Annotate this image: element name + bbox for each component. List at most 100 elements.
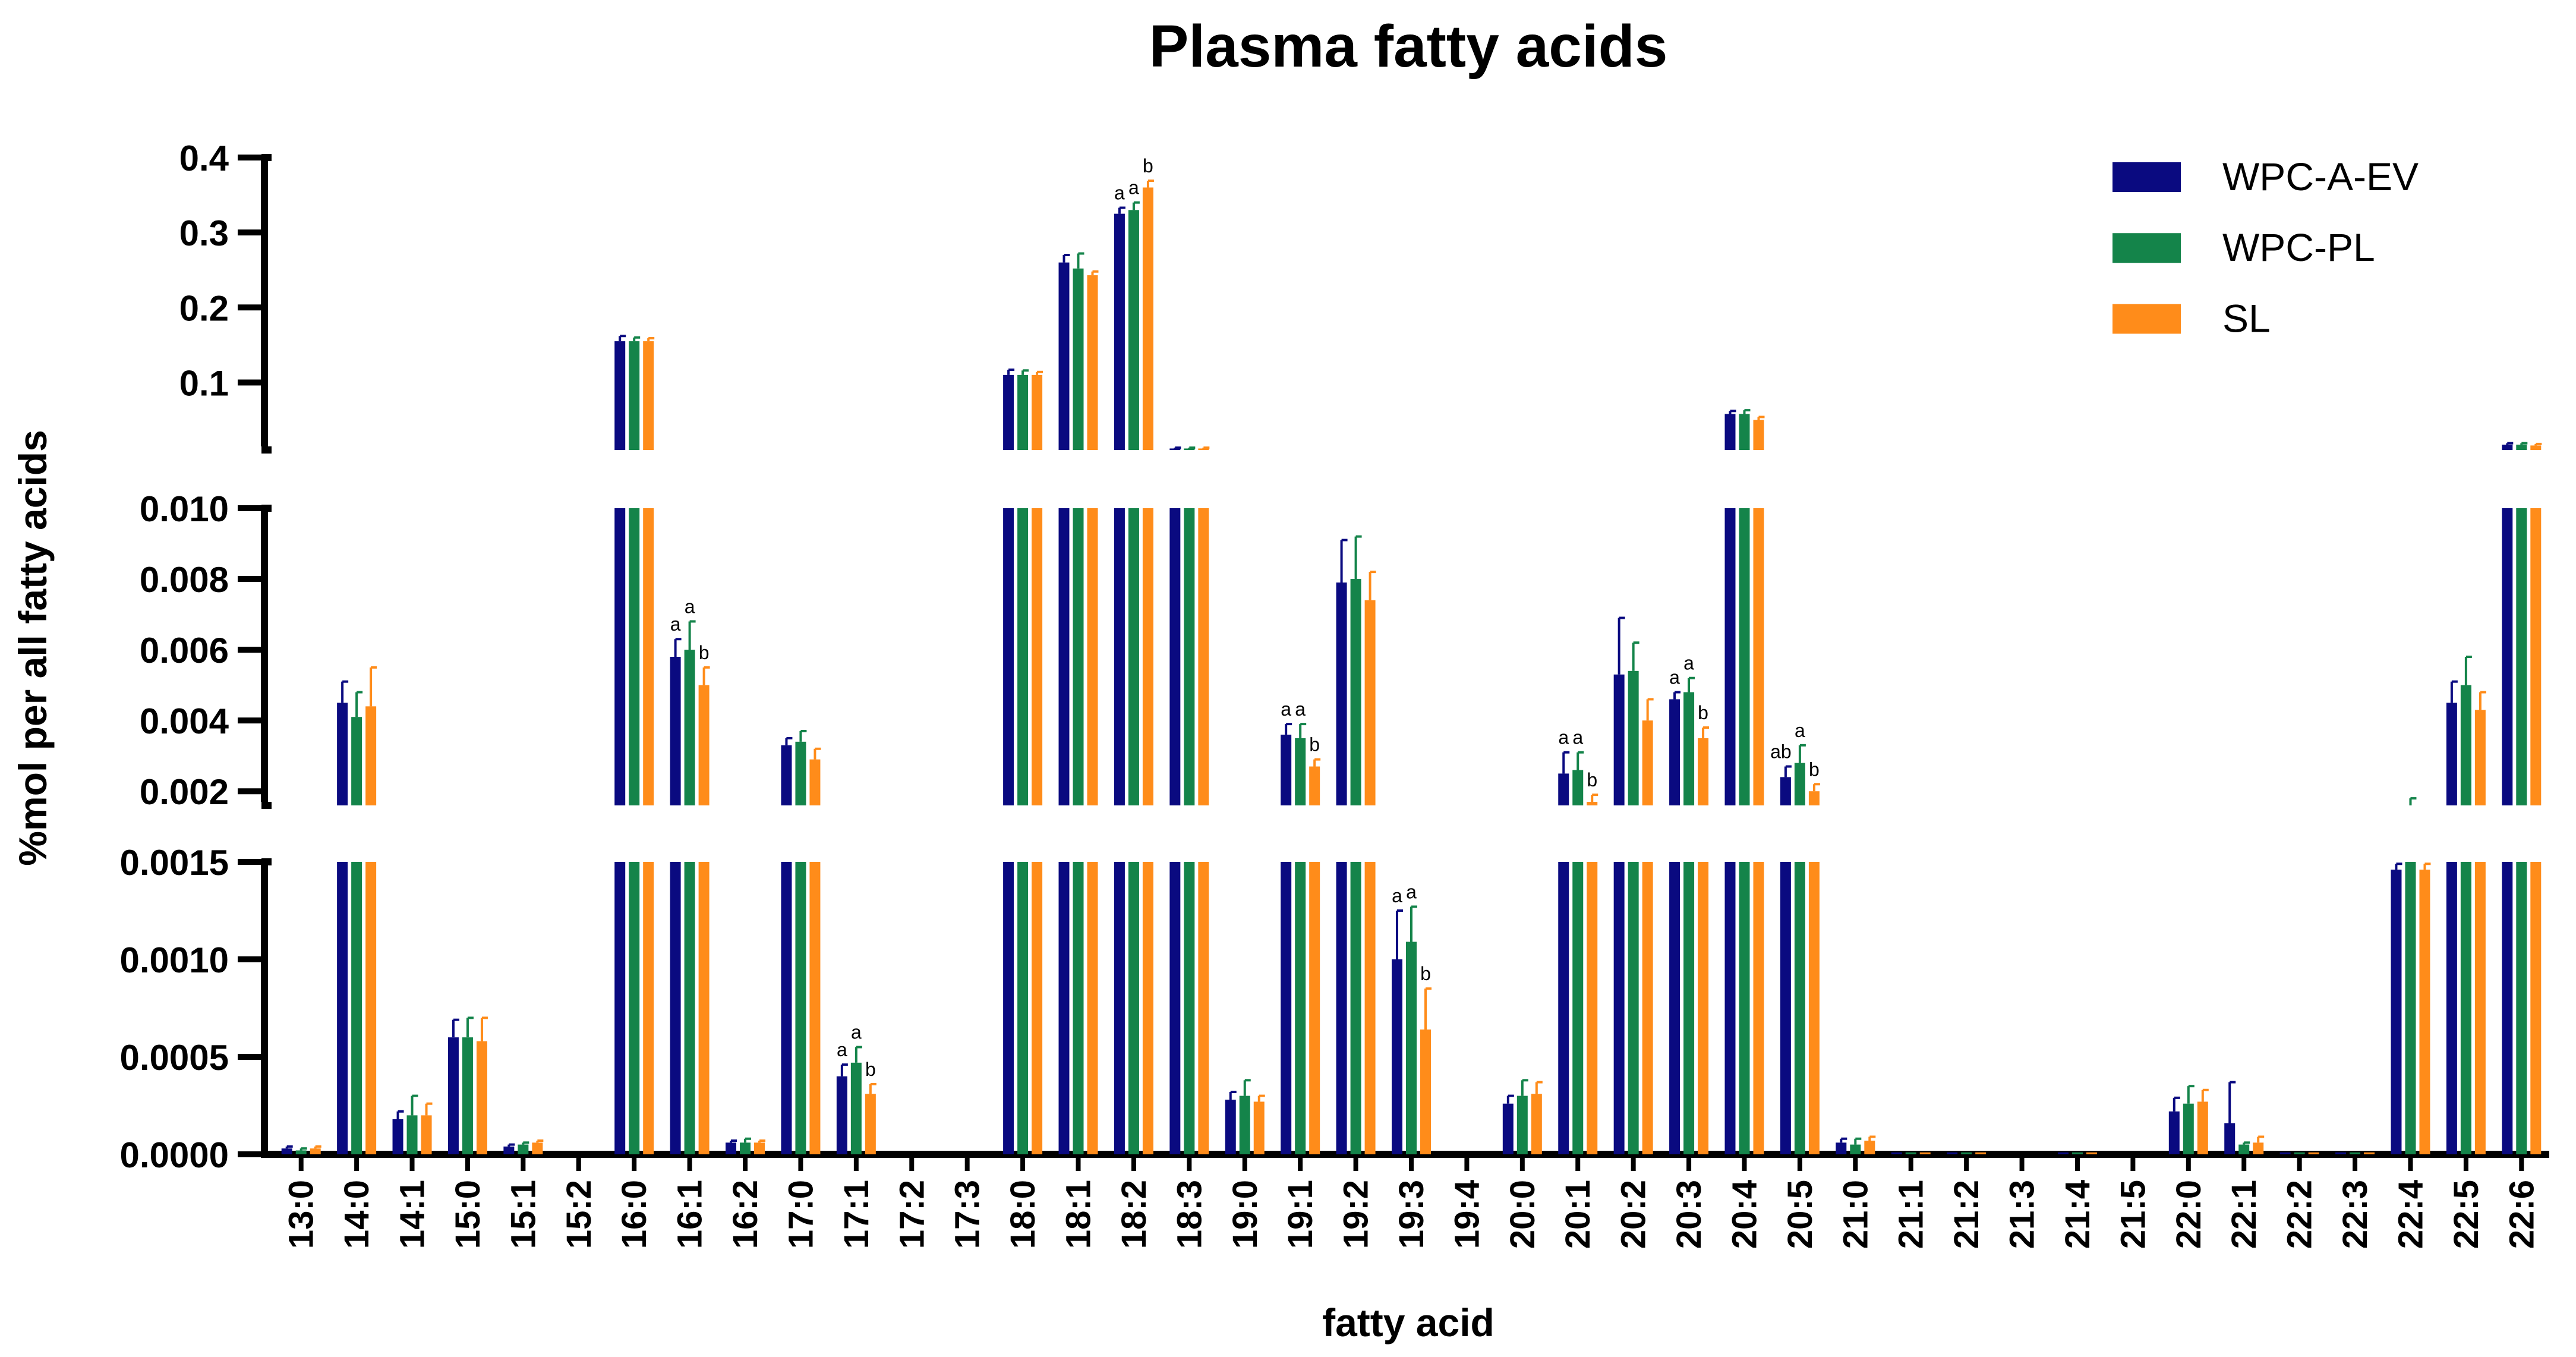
bar-wpc-a-ev xyxy=(1613,862,1625,1154)
bar-wpc-a-ev xyxy=(447,1037,459,1154)
bar-wpc-a-ev xyxy=(1780,777,1791,805)
bar-wpc-pl xyxy=(1572,862,1584,1154)
chart-title: Plasma fatty acids xyxy=(1149,13,1668,80)
bar-sl xyxy=(2474,862,2486,1154)
bar-wpc-pl xyxy=(1073,862,1084,1154)
x-axis-label: fatty acid xyxy=(1322,1301,1494,1345)
legend-swatch xyxy=(2112,304,2181,334)
bar-wpc-pl xyxy=(1683,862,1695,1154)
bar-wpc-a-ev xyxy=(2502,508,2513,805)
bar-wpc-a-ev xyxy=(1169,508,1181,805)
bar-wpc-a-ev xyxy=(2502,862,2513,1154)
bar-wpc-pl xyxy=(1295,738,1306,805)
x-tick-label: 20:1 xyxy=(1559,1180,1597,1249)
bar-wpc-pl xyxy=(1683,692,1695,805)
significance-letter: b xyxy=(1698,702,1708,723)
bar-sl xyxy=(365,862,377,1154)
x-tick-label: 21:0 xyxy=(1836,1180,1875,1249)
y-tick-label: 0.006 xyxy=(140,631,229,670)
bar-sl xyxy=(1808,862,1820,1154)
bar-wpc-a-ev xyxy=(1724,508,1736,805)
significance-letter: a xyxy=(1406,881,1417,902)
bar-wpc-a-ev xyxy=(2502,445,2513,450)
bar-wpc-pl xyxy=(351,717,362,805)
bar-wpc-pl xyxy=(1128,210,1139,450)
bar-wpc-pl xyxy=(1516,1095,1528,1154)
bar-sl xyxy=(1642,862,1653,1154)
bar-wpc-a-ev xyxy=(1558,862,1569,1154)
bar-wpc-a-ev xyxy=(1780,862,1791,1154)
bar-wpc-pl xyxy=(2294,1152,2305,1154)
bar-wpc-pl xyxy=(1739,508,1750,805)
bar-wpc-a-ev xyxy=(1336,862,1347,1154)
bar-wpc-pl xyxy=(1239,1095,1250,1154)
bar-wpc-pl xyxy=(629,862,640,1154)
bar-wpc-pl xyxy=(1572,770,1584,805)
x-tick-label: 18:1 xyxy=(1060,1180,1098,1249)
bar-wpc-pl xyxy=(1073,268,1084,450)
bar-sl xyxy=(809,862,821,1154)
bar-sl xyxy=(2530,508,2542,805)
bar-sl xyxy=(1975,1152,1987,1154)
x-tick-labels: 13:0 14:0 14:1 15:0 15:1 15:2 16:0 16:1 16:2 17:0… xyxy=(282,1154,2541,1249)
x-tick-label: 21:2 xyxy=(1947,1180,1986,1249)
x-tick-label: 22:6 xyxy=(2502,1180,2541,1249)
bar-sl xyxy=(1087,862,1098,1154)
bar-sl xyxy=(643,341,654,450)
significance-letter: a xyxy=(1281,698,1291,720)
bar-sl xyxy=(1198,508,1209,805)
bar-wpc-a-ev xyxy=(670,657,681,805)
bar-sl xyxy=(1309,862,1320,1154)
legend-label: SL xyxy=(2222,296,2271,340)
y-tick-label: 0.1 xyxy=(179,363,229,403)
bar-sl xyxy=(2197,1101,2208,1154)
bar-wpc-pl xyxy=(2516,862,2527,1154)
bar-wpc-pl xyxy=(518,1144,529,1154)
bar-wpc-a-ev xyxy=(1114,213,1125,450)
significance-letter: b xyxy=(1809,758,1820,780)
bar-wpc-a-ev xyxy=(1724,414,1736,450)
bar-wpc-pl xyxy=(2516,508,2527,805)
x-tick-label: 14:0 xyxy=(338,1180,376,1249)
bar-wpc-pl xyxy=(295,1150,307,1154)
bar-wpc-a-ev xyxy=(1502,1103,1514,1154)
bar-wpc-a-ev xyxy=(1058,508,1070,805)
significance-letter: a xyxy=(1128,177,1139,199)
bar-sl xyxy=(1753,508,1764,805)
bar-wpc-pl xyxy=(1794,763,1805,805)
bar-sl xyxy=(2474,710,2486,805)
x-tick-label: 14:1 xyxy=(393,1180,432,1249)
bar-wpc-pl xyxy=(629,508,640,805)
bar-wpc-a-ev xyxy=(2446,862,2457,1154)
bar-wpc-a-ev xyxy=(614,508,626,805)
bar-wpc-a-ev xyxy=(1225,1100,1236,1154)
y-tick-label: 0.0005 xyxy=(119,1038,229,1078)
bar-wpc-pl xyxy=(1128,862,1139,1154)
bar-wpc-a-ev xyxy=(614,341,626,450)
y-tick-label: 0.010 xyxy=(140,489,229,529)
bar-wpc-pl xyxy=(1905,1152,1916,1154)
bar-sl xyxy=(2530,862,2542,1154)
bar-sl xyxy=(1919,1152,1931,1154)
significance-letter: b xyxy=(1309,734,1320,755)
x-tick-label: 16:2 xyxy=(726,1180,765,1249)
bar-wpc-pl xyxy=(1073,508,1084,805)
bar-sl xyxy=(1753,862,1764,1154)
bar-wpc-a-ev xyxy=(1114,862,1125,1154)
bar-wpc-a-ev xyxy=(1003,862,1014,1154)
x-tick-label: 17:1 xyxy=(837,1180,876,1249)
bar-wpc-pl xyxy=(1406,942,1417,1154)
x-tick-label: 19:3 xyxy=(1392,1180,1431,1249)
significance-letter: b xyxy=(1587,769,1597,791)
x-tick-label: 18:0 xyxy=(1004,1180,1042,1249)
bar-sl xyxy=(1420,1029,1431,1154)
x-tick-label: 18:2 xyxy=(1115,1180,1153,1249)
x-tick-label: 16:1 xyxy=(671,1180,710,1249)
bar-wpc-a-ev xyxy=(1947,1152,1958,1154)
x-tick-label: 17:3 xyxy=(948,1180,987,1249)
bar-sl xyxy=(1364,862,1376,1154)
bar-wpc-pl xyxy=(2071,1152,2083,1154)
bars xyxy=(281,187,2542,1154)
bar-wpc-pl xyxy=(850,1062,862,1154)
bar-sl xyxy=(698,862,710,1154)
